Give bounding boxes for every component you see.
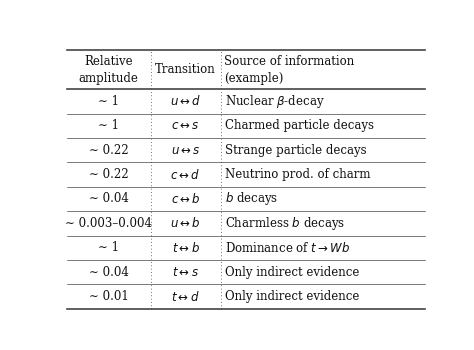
Text: ∼ 0.04: ∼ 0.04 xyxy=(89,266,128,279)
Text: Neutrino prod. of charm: Neutrino prod. of charm xyxy=(225,168,371,181)
Text: Only indirect evidence: Only indirect evidence xyxy=(225,290,359,303)
Text: $t \leftrightarrow s$: $t \leftrightarrow s$ xyxy=(172,266,199,279)
Text: ∼ 0.22: ∼ 0.22 xyxy=(89,168,128,181)
Text: Relative
amplitude: Relative amplitude xyxy=(79,55,138,85)
Text: Dominance of $t \rightarrow Wb$: Dominance of $t \rightarrow Wb$ xyxy=(225,241,350,255)
Text: $u \leftrightarrow s$: $u \leftrightarrow s$ xyxy=(171,144,201,157)
Text: ∼ 1: ∼ 1 xyxy=(98,119,119,132)
Text: Transition: Transition xyxy=(155,63,216,76)
Text: ∼ 0.04: ∼ 0.04 xyxy=(89,193,128,205)
Text: Charmed particle decays: Charmed particle decays xyxy=(225,119,374,132)
Text: ∼ 1: ∼ 1 xyxy=(98,241,119,254)
Text: Strange particle decays: Strange particle decays xyxy=(225,144,367,157)
Text: $c \leftrightarrow s$: $c \leftrightarrow s$ xyxy=(171,119,200,132)
Text: $u \leftrightarrow b$: $u \leftrightarrow b$ xyxy=(170,216,201,230)
Text: $c \leftrightarrow d$: $c \leftrightarrow d$ xyxy=(171,168,201,182)
Text: $c \leftrightarrow b$: $c \leftrightarrow b$ xyxy=(171,192,201,206)
Text: Nuclear $\beta$-decay: Nuclear $\beta$-decay xyxy=(225,93,325,110)
Text: $t \leftrightarrow b$: $t \leftrightarrow b$ xyxy=(172,241,200,255)
Text: Source of information
(example): Source of information (example) xyxy=(224,55,355,85)
Text: ∼ 0.22: ∼ 0.22 xyxy=(89,144,128,157)
Text: ∼ 0.01: ∼ 0.01 xyxy=(89,290,128,303)
Text: $u \leftrightarrow d$: $u \leftrightarrow d$ xyxy=(170,94,201,108)
Text: ∼ 0.003–0.004: ∼ 0.003–0.004 xyxy=(65,217,152,230)
Text: $b$ decays: $b$ decays xyxy=(225,190,278,208)
Text: ∼ 1: ∼ 1 xyxy=(98,95,119,108)
Text: Only indirect evidence: Only indirect evidence xyxy=(225,266,359,279)
Text: $t \leftrightarrow d$: $t \leftrightarrow d$ xyxy=(172,289,200,303)
Text: Charmless $b$ decays: Charmless $b$ decays xyxy=(225,215,345,232)
